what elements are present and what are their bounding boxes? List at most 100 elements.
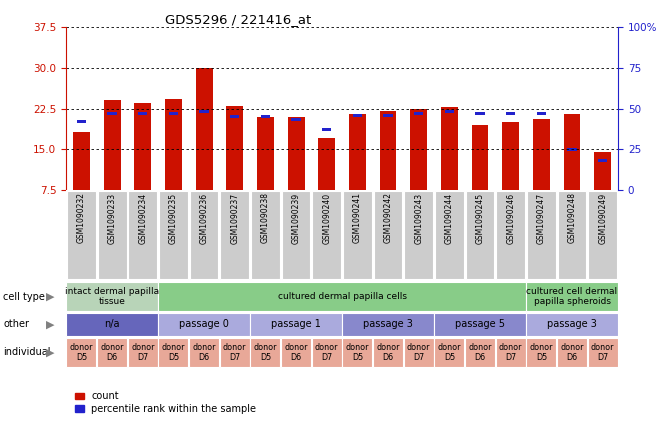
Text: GSM1090232: GSM1090232 bbox=[77, 192, 86, 243]
Text: GSM1090237: GSM1090237 bbox=[230, 192, 239, 244]
Bar bbox=[134, 103, 151, 190]
FancyBboxPatch shape bbox=[342, 338, 372, 367]
FancyBboxPatch shape bbox=[281, 338, 311, 367]
FancyBboxPatch shape bbox=[496, 192, 525, 279]
Text: cultured dermal papilla cells: cultured dermal papilla cells bbox=[278, 292, 407, 301]
FancyBboxPatch shape bbox=[66, 313, 158, 336]
FancyBboxPatch shape bbox=[313, 192, 341, 279]
Text: donor
D6: donor D6 bbox=[100, 343, 124, 362]
FancyBboxPatch shape bbox=[159, 192, 188, 279]
Text: GSM1090238: GSM1090238 bbox=[261, 192, 270, 243]
Bar bbox=[441, 107, 458, 190]
Text: ▶: ▶ bbox=[46, 319, 55, 330]
Text: donor
D5: donor D5 bbox=[162, 343, 185, 362]
Bar bbox=[502, 122, 519, 190]
FancyBboxPatch shape bbox=[67, 192, 96, 279]
Text: donor
D7: donor D7 bbox=[131, 343, 155, 362]
FancyBboxPatch shape bbox=[404, 338, 434, 367]
FancyBboxPatch shape bbox=[190, 192, 219, 279]
Text: ▶: ▶ bbox=[46, 347, 55, 357]
Bar bbox=[383, 114, 393, 116]
Text: GSM1090246: GSM1090246 bbox=[506, 192, 515, 244]
Bar bbox=[77, 120, 86, 123]
Text: donor
D6: donor D6 bbox=[376, 343, 400, 362]
Bar bbox=[564, 114, 580, 190]
FancyBboxPatch shape bbox=[588, 338, 618, 367]
FancyBboxPatch shape bbox=[97, 338, 127, 367]
FancyBboxPatch shape bbox=[557, 338, 587, 367]
Bar bbox=[196, 68, 213, 190]
Bar bbox=[108, 112, 117, 115]
Bar bbox=[414, 112, 423, 115]
Text: GDS5296 / 221416_at: GDS5296 / 221416_at bbox=[165, 14, 312, 26]
Bar bbox=[322, 128, 331, 131]
Bar bbox=[230, 115, 239, 118]
Bar bbox=[598, 159, 607, 162]
Text: passage 5: passage 5 bbox=[455, 319, 505, 330]
Text: GSM1090236: GSM1090236 bbox=[200, 192, 209, 244]
Bar bbox=[165, 99, 182, 190]
Text: passage 3: passage 3 bbox=[547, 319, 597, 330]
Bar bbox=[261, 115, 270, 118]
Text: GSM1090233: GSM1090233 bbox=[108, 192, 116, 244]
FancyBboxPatch shape bbox=[66, 338, 97, 367]
FancyBboxPatch shape bbox=[312, 338, 342, 367]
Text: GSM1090247: GSM1090247 bbox=[537, 192, 546, 244]
Bar bbox=[533, 119, 550, 190]
FancyBboxPatch shape bbox=[588, 192, 617, 279]
Text: ▶: ▶ bbox=[46, 291, 55, 302]
Text: GSM1090242: GSM1090242 bbox=[383, 192, 393, 243]
Bar bbox=[471, 125, 488, 190]
Bar bbox=[288, 117, 305, 190]
FancyBboxPatch shape bbox=[128, 338, 158, 367]
Text: GSM1090244: GSM1090244 bbox=[445, 192, 454, 244]
Text: donor
D7: donor D7 bbox=[591, 343, 615, 362]
Bar bbox=[200, 110, 209, 113]
Text: intact dermal papilla
tissue: intact dermal papilla tissue bbox=[65, 287, 159, 306]
Text: donor
D7: donor D7 bbox=[315, 343, 338, 362]
Bar bbox=[567, 148, 576, 151]
Bar bbox=[353, 114, 362, 116]
Bar bbox=[319, 138, 335, 190]
FancyBboxPatch shape bbox=[342, 313, 434, 336]
FancyBboxPatch shape bbox=[558, 192, 586, 279]
Text: GSM1090234: GSM1090234 bbox=[138, 192, 147, 244]
Text: n/a: n/a bbox=[104, 319, 120, 330]
Text: GSM1090243: GSM1090243 bbox=[414, 192, 423, 244]
FancyBboxPatch shape bbox=[282, 192, 311, 279]
Text: donor
D6: donor D6 bbox=[561, 343, 584, 362]
Bar bbox=[73, 132, 90, 190]
Bar bbox=[594, 152, 611, 190]
Text: donor
D5: donor D5 bbox=[69, 343, 93, 362]
Text: donor
D5: donor D5 bbox=[346, 343, 369, 362]
Bar bbox=[537, 112, 546, 115]
FancyBboxPatch shape bbox=[405, 192, 433, 279]
Legend: count, percentile rank within the sample: count, percentile rank within the sample bbox=[71, 387, 260, 418]
FancyBboxPatch shape bbox=[189, 338, 219, 367]
Text: passage 3: passage 3 bbox=[363, 319, 413, 330]
FancyBboxPatch shape bbox=[435, 192, 464, 279]
Bar bbox=[410, 109, 427, 190]
FancyBboxPatch shape bbox=[98, 192, 126, 279]
FancyBboxPatch shape bbox=[128, 192, 157, 279]
Bar bbox=[349, 114, 366, 190]
Text: GSM1090239: GSM1090239 bbox=[292, 192, 301, 244]
Text: GSM1090241: GSM1090241 bbox=[353, 192, 362, 243]
FancyBboxPatch shape bbox=[434, 338, 465, 367]
Bar bbox=[475, 112, 485, 115]
Text: donor
D6: donor D6 bbox=[192, 343, 216, 362]
FancyBboxPatch shape bbox=[251, 192, 280, 279]
Text: donor
D7: donor D7 bbox=[499, 343, 522, 362]
FancyBboxPatch shape bbox=[434, 313, 525, 336]
Text: donor
D5: donor D5 bbox=[254, 343, 277, 362]
FancyBboxPatch shape bbox=[251, 338, 280, 367]
Text: GSM1090245: GSM1090245 bbox=[475, 192, 485, 244]
Text: donor
D7: donor D7 bbox=[223, 343, 247, 362]
Text: donor
D5: donor D5 bbox=[529, 343, 553, 362]
FancyBboxPatch shape bbox=[526, 338, 557, 367]
FancyBboxPatch shape bbox=[220, 192, 249, 279]
FancyBboxPatch shape bbox=[526, 282, 618, 311]
Bar bbox=[292, 118, 301, 121]
FancyBboxPatch shape bbox=[373, 338, 403, 367]
Bar bbox=[506, 112, 516, 115]
